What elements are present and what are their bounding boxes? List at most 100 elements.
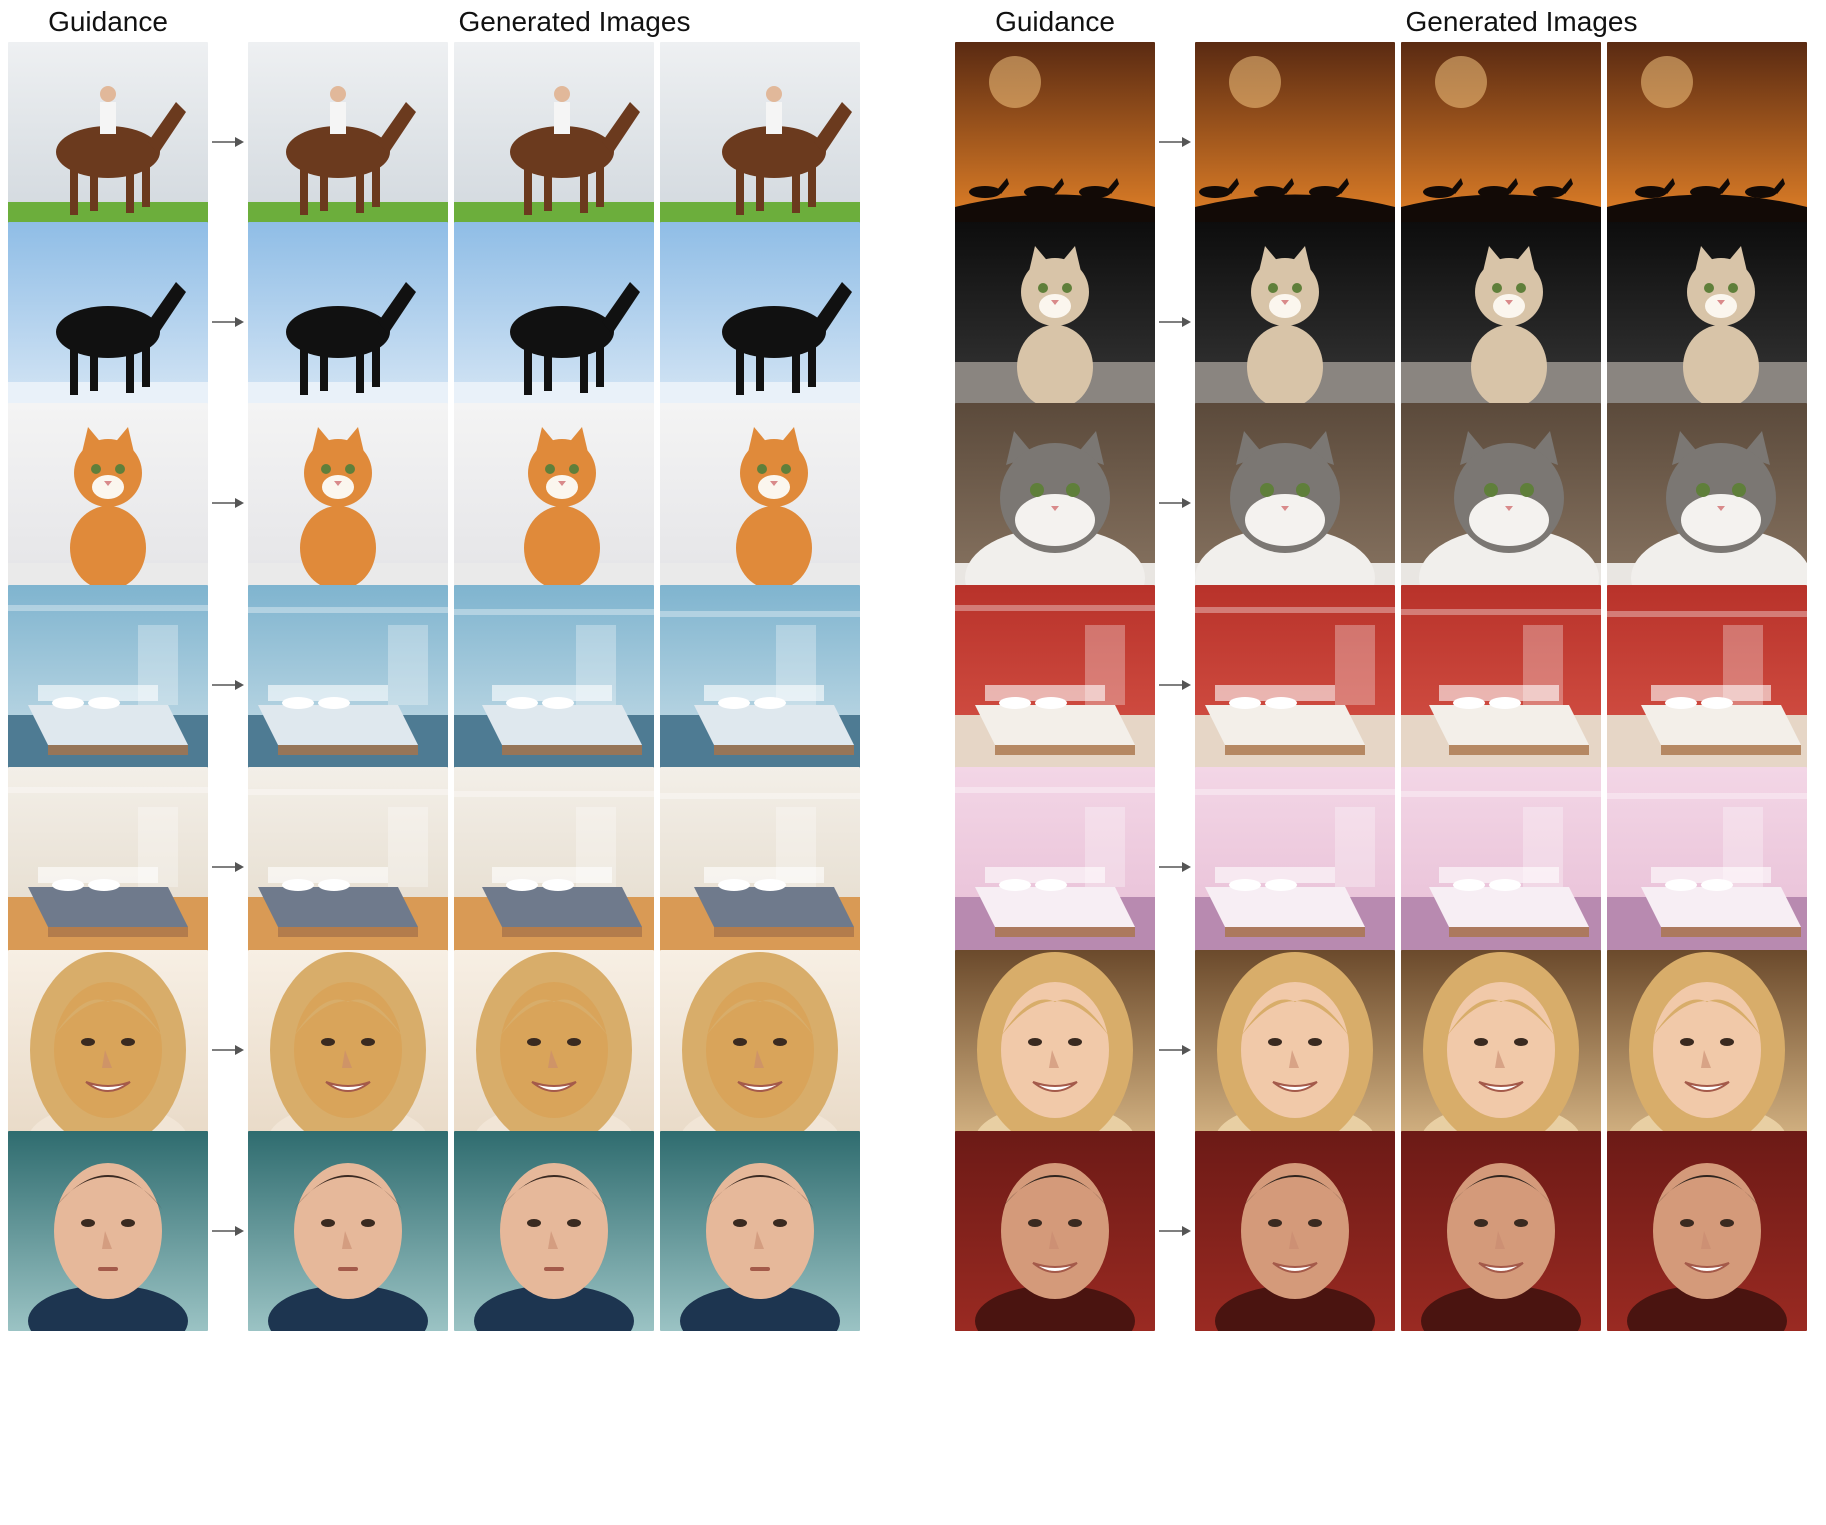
generated-image-1 — [1195, 403, 1395, 603]
example-row-smiling-girl — [955, 950, 1826, 1150]
arrow-right-icon — [212, 1226, 244, 1236]
arrow-right-icon — [1159, 498, 1191, 508]
example-row-blue-bedroom — [8, 585, 901, 785]
guidance-tabby-kitten-picture — [955, 222, 1155, 422]
generated-image-3 — [1607, 222, 1807, 422]
generated-sunset-horses-picture — [1607, 42, 1807, 242]
generated-images-header: Generated Images — [458, 6, 691, 37]
generated-young-boy-picture — [454, 1131, 654, 1331]
generated-orange-cat-picture — [248, 403, 448, 603]
generated-sunset-horses-picture — [1401, 42, 1601, 242]
guidance-smiling-girl-picture — [955, 950, 1155, 1150]
guidance-image — [955, 585, 1155, 785]
example-row-sunset-horses — [955, 42, 1826, 242]
generated-image-3 — [1607, 1131, 1807, 1331]
generated-image-3 — [660, 1131, 860, 1331]
generated-image-2 — [454, 1131, 654, 1331]
generated-smiling-man-picture — [1195, 1131, 1395, 1331]
guidance-orange-cat-picture — [8, 403, 208, 603]
guidance-smiling-man-picture — [955, 1131, 1155, 1331]
generated-image-3 — [1607, 767, 1807, 967]
generated-tabby-kitten-picture — [1401, 222, 1601, 422]
guidance-young-boy-picture — [8, 1131, 208, 1331]
generated-young-boy-picture — [660, 1131, 860, 1331]
guidance-image — [8, 585, 208, 785]
guidance-horse-rider-picture — [8, 42, 208, 242]
generated-pink-bedroom-picture — [1607, 767, 1807, 967]
generated-smiling-girl-picture — [1195, 950, 1395, 1150]
generated-tabby-kitten-picture — [1607, 222, 1807, 422]
generated-image-2 — [1401, 585, 1601, 785]
right-panel: Guidance Generated Images — [955, 0, 1826, 1525]
generated-image-1 — [1195, 1131, 1395, 1331]
generated-red-bedroom-picture — [1607, 585, 1807, 785]
guidance-image — [955, 767, 1155, 967]
guidance-image — [955, 222, 1155, 422]
generated-horse-rider-picture — [248, 42, 448, 242]
generated-image-3 — [1607, 585, 1807, 785]
generated-image-3 — [1607, 403, 1807, 603]
guidance-pink-bedroom-picture — [955, 767, 1155, 967]
arrow-right-icon — [1159, 1045, 1191, 1055]
guidance-image — [8, 767, 208, 967]
generated-pink-bedroom-picture — [1401, 767, 1601, 967]
generated-image-1 — [1195, 767, 1395, 967]
generated-image-2 — [454, 950, 654, 1150]
generated-fluffy-cat-picture — [1607, 403, 1807, 603]
generated-young-boy-picture — [248, 1131, 448, 1331]
generated-image-1 — [248, 403, 448, 603]
generated-horse-rider-picture — [660, 42, 860, 242]
guidance-black-horse-picture — [8, 222, 208, 422]
generated-image-1 — [248, 767, 448, 967]
generated-image-1 — [248, 585, 448, 785]
generated-image-1 — [248, 42, 448, 242]
generated-black-horse-picture — [660, 222, 860, 422]
generated-smiling-man-picture — [1607, 1131, 1807, 1331]
generated-image-2 — [454, 585, 654, 785]
generated-blue-bedroom-picture — [248, 585, 448, 785]
arrow-right-icon — [1159, 1226, 1191, 1236]
guidance-red-bedroom-picture — [955, 585, 1155, 785]
arrow-right-icon — [212, 137, 244, 147]
generated-image-2 — [1401, 767, 1601, 967]
generated-image-2 — [454, 767, 654, 967]
generated-blonde-woman-picture — [248, 950, 448, 1150]
generated-wood-bedroom-picture — [248, 767, 448, 967]
generated-image-1 — [1195, 950, 1395, 1150]
example-row-pink-bedroom — [955, 767, 1826, 967]
guidance-header: Guidance — [995, 6, 1115, 37]
generated-image-3 — [1607, 950, 1807, 1150]
guidance-image — [955, 403, 1155, 603]
arrow-right-icon — [212, 862, 244, 872]
guidance-image — [955, 950, 1155, 1150]
example-row-black-horse — [8, 222, 901, 422]
generated-blonde-woman-picture — [660, 950, 860, 1150]
generated-blue-bedroom-picture — [454, 585, 654, 785]
generated-red-bedroom-picture — [1401, 585, 1601, 785]
example-row-orange-cat — [8, 403, 901, 603]
generated-images-header: Generated Images — [1405, 6, 1638, 37]
generated-image-2 — [1401, 950, 1601, 1150]
generated-image-3 — [660, 403, 860, 603]
left-panel: Guidance Generated Images — [8, 0, 901, 1525]
generated-smiling-girl-picture — [1401, 950, 1601, 1150]
generated-image-3 — [660, 767, 860, 967]
example-row-tabby-kitten — [955, 222, 1826, 422]
generated-sunset-horses-picture — [1195, 42, 1395, 242]
arrow-right-icon — [212, 1045, 244, 1055]
generated-red-bedroom-picture — [1195, 585, 1395, 785]
generated-black-horse-picture — [454, 222, 654, 422]
arrow-right-icon — [1159, 862, 1191, 872]
generated-image-2 — [1401, 222, 1601, 422]
arrow-right-icon — [1159, 317, 1191, 327]
guidance-blue-bedroom-picture — [8, 585, 208, 785]
example-row-young-boy — [8, 1131, 901, 1331]
generated-blonde-woman-picture — [454, 950, 654, 1150]
generated-image-1 — [1195, 42, 1395, 242]
arrow-right-icon — [212, 680, 244, 690]
guidance-header: Guidance — [48, 6, 168, 37]
generated-wood-bedroom-picture — [454, 767, 654, 967]
guidance-image — [8, 42, 208, 242]
arrow-right-icon — [1159, 680, 1191, 690]
generated-orange-cat-picture — [454, 403, 654, 603]
